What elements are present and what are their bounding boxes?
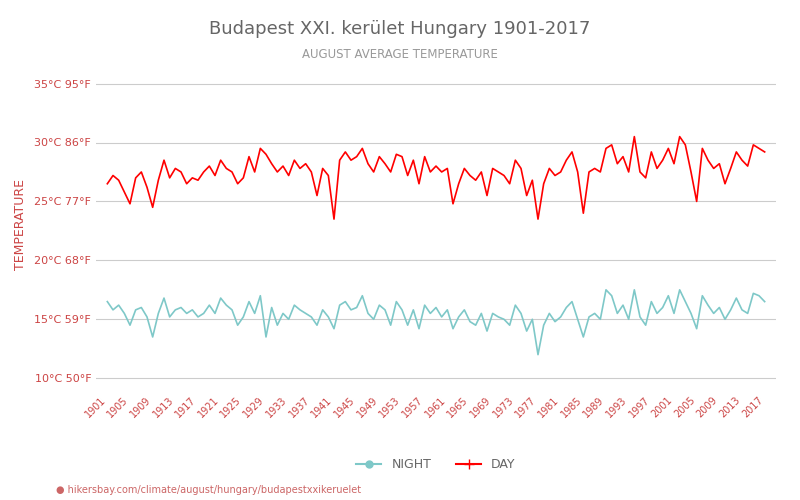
Text: ● hikersbay.com/climate/august/hungary/budapestxxikeruelet: ● hikersbay.com/climate/august/hungary/b… bbox=[56, 485, 361, 495]
Text: Budapest XXI. kerület Hungary 1901-2017: Budapest XXI. kerület Hungary 1901-2017 bbox=[210, 20, 590, 38]
Y-axis label: TEMPERATURE: TEMPERATURE bbox=[14, 180, 27, 270]
Text: AUGUST AVERAGE TEMPERATURE: AUGUST AVERAGE TEMPERATURE bbox=[302, 48, 498, 60]
Legend: NIGHT, DAY: NIGHT, DAY bbox=[351, 453, 521, 476]
